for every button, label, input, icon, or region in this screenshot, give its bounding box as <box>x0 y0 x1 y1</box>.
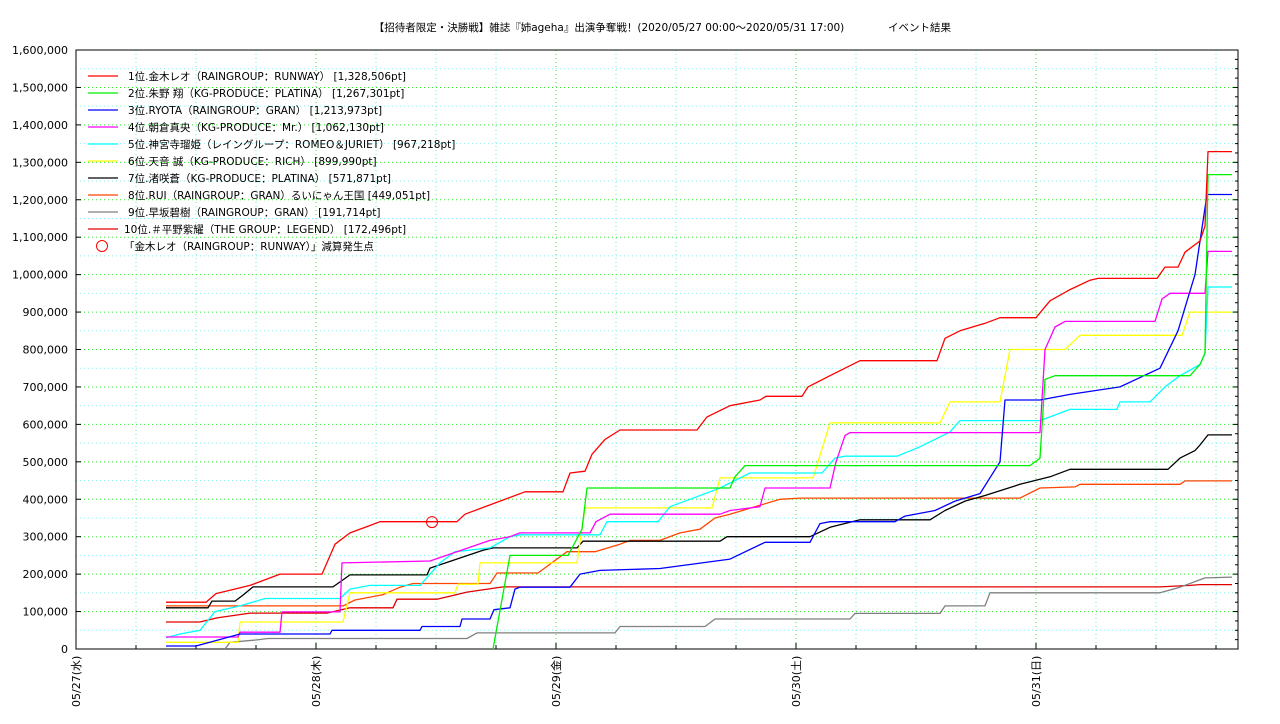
x-tick-label: 05/27(水) <box>70 656 83 707</box>
y-tick-label: 1,600,000 <box>12 44 68 57</box>
legend-label: 8位.RUI（RAINGROUP：GRAN）るいにゃん王国 [449,051pt… <box>128 189 430 202</box>
legend-label: 7位.渚咲蒼（KG-PRODUCE：PLATINA） [571,871pt] <box>128 172 391 185</box>
legend: 1位.金木レオ（RAINGROUP：RUNWAY） [1,328,506pt] 2… <box>88 70 455 253</box>
y-tick-label: 600,000 <box>23 418 69 431</box>
series-line-6 <box>166 311 1232 643</box>
series-line-10 <box>166 583 1232 623</box>
grid <box>76 50 1238 649</box>
legend-label: 9位.早坂碧樹（RAINGROUP：GRAN） [191,714pt] <box>128 206 381 219</box>
x-tick-label: 05/31(日) <box>1030 656 1043 707</box>
legend-label: 「金木レオ（RAINGROUP：RUNWAY）」減算発生点 <box>124 240 374 253</box>
y-tick-label: 1,400,000 <box>12 119 68 132</box>
chart-subtitle: イベント結果 <box>888 21 951 34</box>
y-tick-label: 900,000 <box>23 306 69 319</box>
series-line-5 <box>165 286 1232 639</box>
legend-label: 1位.金木レオ（RAINGROUP：RUNWAY） [1,328,506pt] <box>128 70 406 83</box>
series-line-9 <box>224 576 1233 650</box>
axes: 0 100,000 200,000 300,000 400,000 500,000 600,… <box>12 44 1239 707</box>
series-line-4 <box>166 250 1232 638</box>
y-tick-label: 500,000 <box>23 456 69 469</box>
y-tick-label: 1,500,000 <box>12 81 68 94</box>
y-tick-label: 100,000 <box>23 606 69 619</box>
legend-label: 10位.＃平野紫耀（THE GROUP：LEGEND） [172,496pt] <box>124 223 406 236</box>
legend-label: 2位.朱野 翔（KG-PRODUCE：PLATINA） [1,267,301pt… <box>128 87 404 100</box>
y-tick-label: 1,300,000 <box>12 156 68 169</box>
y-tick-label: 1,200,000 <box>12 194 68 207</box>
deduction-point-marker <box>426 516 438 529</box>
legend-label: 5位.神宮寺瑠姫（レイングループ：ROMEO＆JURIET） [967,218p… <box>128 138 455 151</box>
y-tick-label: 1,100,000 <box>12 231 68 244</box>
legend-label: 3位.RYOTA（RAINGROUP：GRAN） [1,213,973pt] <box>128 104 382 117</box>
legend-label: 6位.天音 誠（KG-PRODUCE：RICH） [899,990pt] <box>128 155 377 168</box>
legend-label: 4位.朝倉真央（KG-PRODUCE：Mr.） [1,062,130pt] <box>128 121 384 134</box>
y-tick-label: 300,000 <box>23 531 69 544</box>
y-tick-label: 400,000 <box>23 493 69 506</box>
series-line-3 <box>166 193 1232 647</box>
y-tick-label: 800,000 <box>23 344 69 357</box>
x-tick-label: 05/30(土) <box>790 656 803 707</box>
series-line-1 <box>166 150 1232 603</box>
x-tick-label: 05/29(金) <box>549 656 563 707</box>
series-line-2 <box>492 173 1232 650</box>
series-line-7 <box>166 434 1232 609</box>
series-lines <box>165 150 1233 650</box>
y-tick-label: 200,000 <box>23 568 69 581</box>
y-tick-label: 0 <box>61 643 68 656</box>
y-tick-label: 1,000,000 <box>12 269 68 282</box>
y-tick-label: 700,000 <box>23 381 69 394</box>
x-tick-label: 05/28(木) <box>310 656 323 707</box>
legend-marker-circle <box>96 240 108 252</box>
chart-title: 【招待者限定・決勝戦】雑誌『姉ageha』出演争奪戦！(2020/05/27 0… <box>374 21 845 34</box>
